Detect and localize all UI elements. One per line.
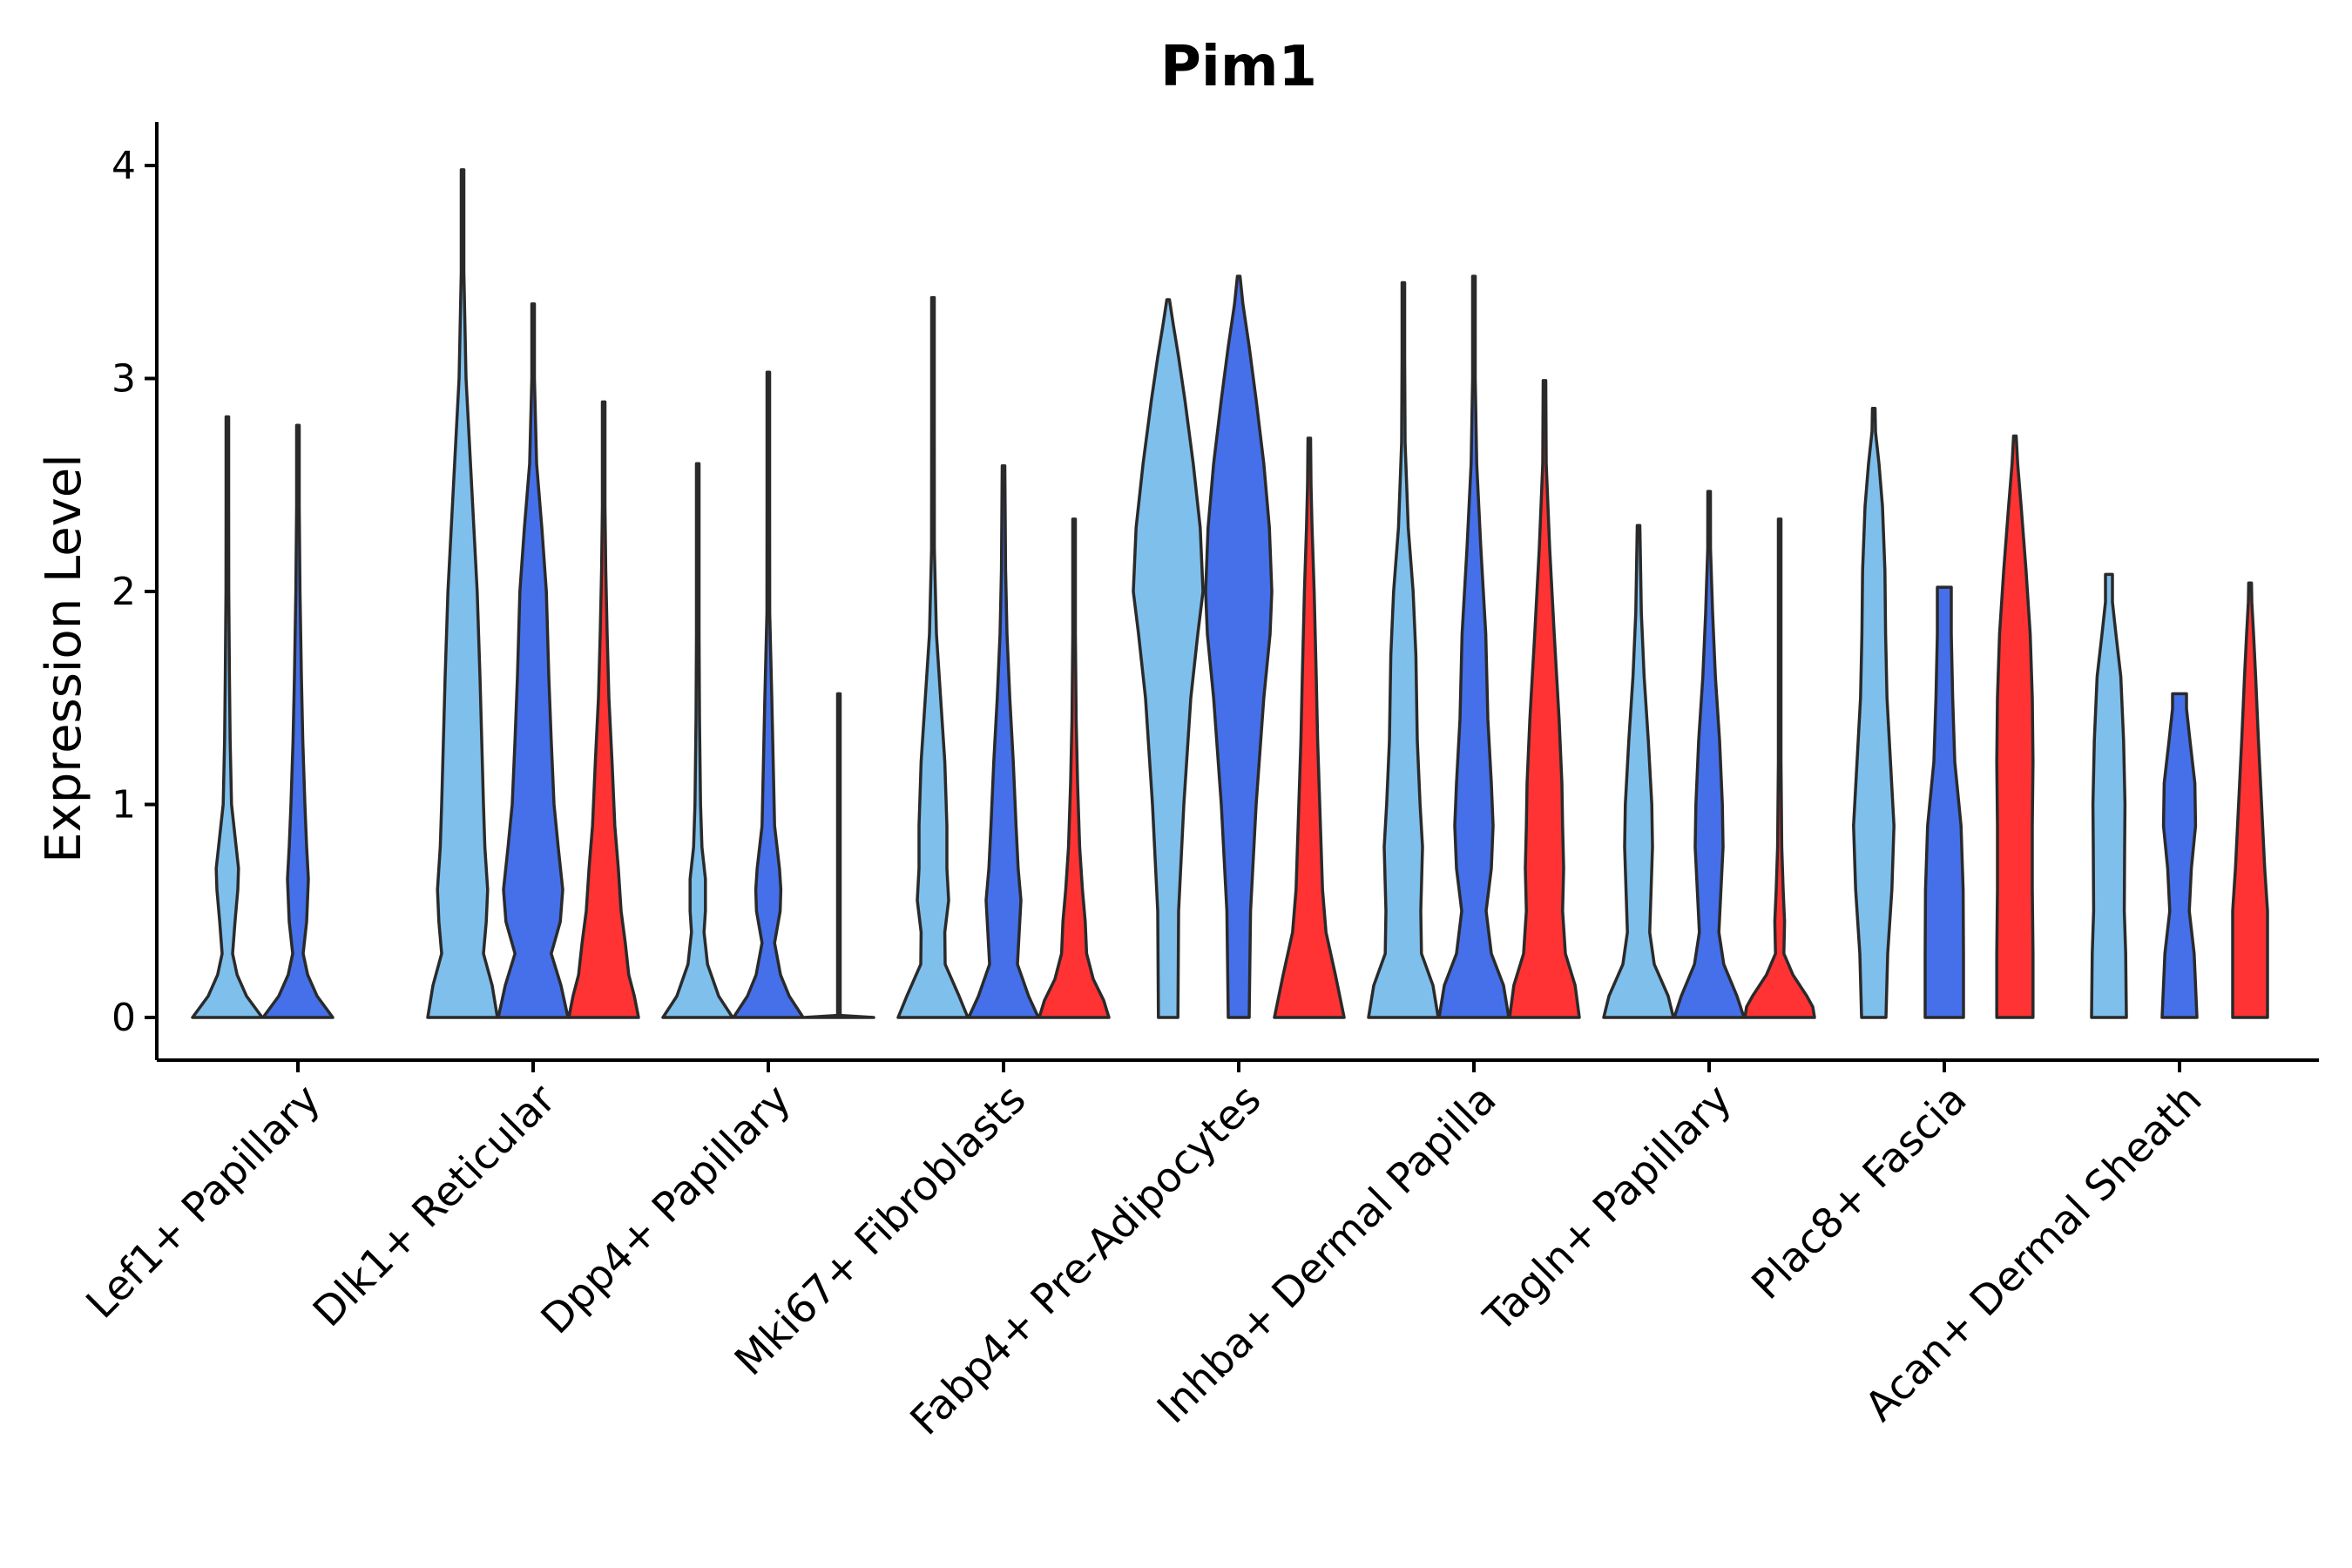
violin-inhba-dermal-papilla-group-1 (1367, 280, 1440, 1019)
violin-mki67-fibroblasts-group-1 (896, 295, 970, 1019)
violin-dlk1-reticular-group-2 (497, 302, 570, 1019)
x-tick-label: Dlk1+ Reticular (304, 1075, 565, 1336)
x-tick-label: Dpp4+ Papillary (532, 1076, 801, 1344)
violin-fabp4-pre-adipocytes-group-1 (1132, 298, 1205, 1019)
violin-dpp4-papillary-group-2 (732, 370, 805, 1019)
y-axis-label: Expression Level (36, 454, 92, 863)
violin-mki67-fibroblasts-group-2 (967, 463, 1040, 1019)
y-tick-label: 2 (112, 570, 136, 614)
x-tick-label: Tagln+ Papillary (1475, 1076, 1741, 1342)
violin-inhba-dermal-papilla-group-2 (1437, 274, 1511, 1019)
y-tick-label: 3 (112, 357, 136, 402)
x-tick-label: Plac8+ Fascia (1743, 1076, 1977, 1309)
violin-mki67-fibroblasts-group-3 (1037, 517, 1111, 1019)
chart-title: Pim1 (1160, 35, 1317, 99)
violin-tagln-papillary-group-1 (1602, 524, 1675, 1019)
violin-acan-dermal-sheath-group-2 (2160, 692, 2199, 1019)
violin-lef1-papillary-group-1 (191, 415, 264, 1019)
violin-acan-dermal-sheath-group-1 (2090, 572, 2128, 1019)
violin-acan-dermal-sheath-group-3 (2231, 581, 2269, 1019)
violin-plac8-fascia-group-3 (1995, 434, 2035, 1019)
y-tick-label: 1 (112, 783, 136, 828)
violin-inhba-dermal-papilla-group-3 (1508, 379, 1581, 1019)
violin-layer (191, 168, 2269, 1019)
y-axis: 0 1 2 3 4 (112, 122, 159, 1060)
y-tick-label: 4 (112, 144, 136, 188)
y-tick-label: 0 (112, 996, 136, 1040)
violin-lef1-papillary-group-2 (261, 423, 335, 1019)
violin-dpp4-papillary-group-3 (802, 692, 875, 1019)
violin-plac8-fascia-group-1 (1852, 406, 1896, 1019)
violin-dpp4-papillary-group-1 (661, 462, 734, 1019)
violin-fabp4-pre-adipocytes-group-3 (1273, 436, 1346, 1019)
violin-fabp4-pre-adipocytes-group-2 (1204, 274, 1274, 1019)
violin-dlk1-reticular-group-1 (426, 168, 499, 1019)
x-tick-label: Lef1+ Papillary (78, 1076, 330, 1328)
violin-tagln-papillary-group-2 (1673, 490, 1746, 1019)
violin-tagln-papillary-group-3 (1743, 517, 1816, 1019)
violin-dlk1-reticular-group-3 (567, 400, 640, 1019)
violin-plac8-fascia-group-2 (1923, 585, 1965, 1019)
